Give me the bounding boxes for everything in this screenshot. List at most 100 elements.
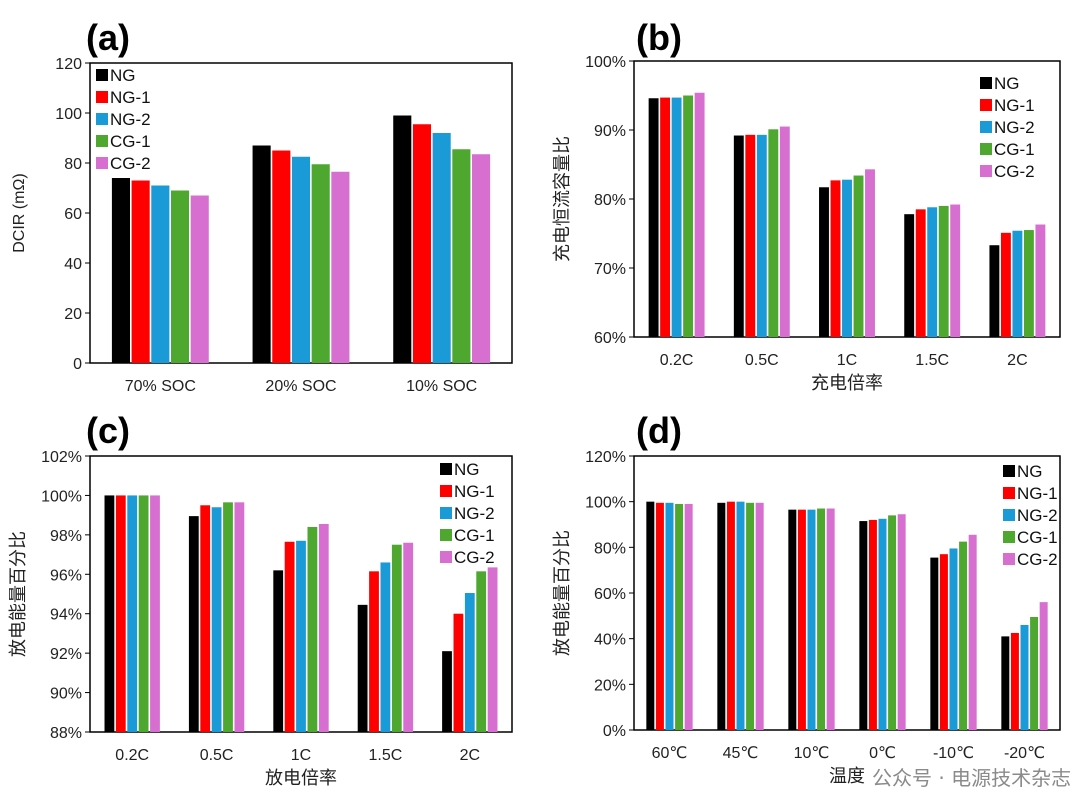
legend-swatch bbox=[96, 91, 108, 103]
panel-label: (a) bbox=[86, 17, 130, 58]
x-tick-label: 0.5C bbox=[745, 352, 779, 369]
bar-cg-2 bbox=[1039, 602, 1048, 730]
y-tick-label: 100% bbox=[585, 495, 626, 512]
bar-cg-2 bbox=[950, 204, 961, 337]
x-tick-label: 45℃ bbox=[723, 745, 759, 762]
legend-entry: CG-2 bbox=[454, 548, 495, 567]
x-tick-label: 20% SOC bbox=[265, 378, 336, 395]
bar-cg-1 bbox=[888, 515, 897, 730]
bar-ng bbox=[646, 501, 655, 730]
bar-ng-2 bbox=[1020, 624, 1029, 730]
legend-entry: NG-1 bbox=[1017, 484, 1058, 503]
x-tick-label: 60℃ bbox=[652, 745, 688, 762]
x-tick-label: 1.5C bbox=[369, 747, 403, 764]
bar-ng bbox=[859, 521, 868, 730]
bar-ng-2 bbox=[949, 548, 958, 730]
legend-swatch bbox=[440, 507, 452, 519]
legend-entry: CG-1 bbox=[1017, 528, 1058, 547]
x-axis-title: 充电倍率 bbox=[811, 373, 883, 393]
legend-entry: NG bbox=[110, 66, 136, 85]
bar-ng-2 bbox=[665, 502, 674, 730]
x-tick-label: -20℃ bbox=[1004, 745, 1045, 762]
bar-cg-2 bbox=[826, 508, 835, 730]
y-tick-label: 20% bbox=[594, 677, 626, 694]
legend-swatch bbox=[980, 143, 992, 155]
bar-ng bbox=[273, 570, 284, 732]
legend-swatch bbox=[96, 69, 108, 81]
bar-ng bbox=[788, 509, 797, 730]
bar-ng bbox=[1001, 636, 1010, 730]
y-tick-label: 60% bbox=[594, 330, 626, 347]
bar-cg-1 bbox=[391, 544, 402, 732]
y-axis-title: DCIR (mΩ) bbox=[11, 173, 28, 253]
y-axis-title: 放电能量百分比 bbox=[8, 531, 28, 657]
bar-ng-1 bbox=[660, 97, 671, 337]
bar-ng-2 bbox=[736, 501, 745, 730]
bar-cg-2 bbox=[150, 495, 160, 732]
bar-ng-1 bbox=[272, 150, 291, 363]
y-tick-label: 60% bbox=[594, 586, 626, 603]
bar-cg-2 bbox=[897, 514, 906, 730]
legend-entry: CG-1 bbox=[994, 140, 1035, 159]
bar-cg-2 bbox=[968, 534, 977, 730]
y-axis-title: 放电能量百分比 bbox=[552, 530, 572, 656]
bar-cg-2 bbox=[779, 126, 790, 337]
bar-ng-2 bbox=[432, 133, 451, 363]
legend-entry: NG bbox=[454, 460, 480, 479]
y-tick-label: 80% bbox=[594, 540, 626, 557]
bar-cg-2 bbox=[1035, 224, 1046, 337]
bar-cg-2 bbox=[190, 195, 209, 363]
y-tick-label: 100% bbox=[41, 488, 82, 505]
bar-ng-1 bbox=[284, 541, 295, 732]
legend-entry: NG-1 bbox=[110, 88, 151, 107]
bar-ng bbox=[733, 135, 744, 337]
x-tick-label: -10℃ bbox=[933, 745, 974, 762]
panel-a: (a) 0 20 40 60 80 100 120 DCIR (mΩ) 70% SOC 20% SO… bbox=[11, 17, 513, 395]
y-tick-label: 90% bbox=[50, 686, 82, 703]
bar-cg-2 bbox=[403, 542, 414, 732]
bar-cg-2 bbox=[234, 502, 245, 732]
bar-ng-2 bbox=[151, 185, 170, 363]
legend-entry: CG-1 bbox=[454, 526, 495, 545]
plot-frame bbox=[633, 455, 1061, 731]
y-tick-label: 80% bbox=[594, 192, 626, 209]
bar-ng-1 bbox=[745, 134, 756, 337]
legend-swatch bbox=[980, 77, 992, 89]
y-axis-title: 充电恒流容量比 bbox=[552, 136, 572, 262]
y-tick-label: 102% bbox=[41, 449, 82, 466]
bar-ng bbox=[989, 245, 1000, 337]
bar-ng-1 bbox=[726, 501, 735, 730]
legend-entry: CG-2 bbox=[1017, 550, 1058, 569]
x-tick-label: 1C bbox=[837, 352, 857, 369]
bar-cg-1 bbox=[1030, 616, 1039, 730]
bar-cg-1 bbox=[1023, 230, 1034, 337]
y-tick-label: 0% bbox=[603, 723, 626, 740]
legend-swatch bbox=[440, 551, 452, 563]
legend-entry: CG-1 bbox=[110, 132, 151, 151]
x-tick-label: 2C bbox=[460, 747, 480, 764]
bar-ng bbox=[357, 604, 368, 732]
legend-entry: NG-1 bbox=[454, 482, 495, 501]
bar-ng bbox=[819, 187, 829, 337]
panel-label: (b) bbox=[636, 17, 682, 58]
bar-ng bbox=[393, 115, 412, 363]
y-tick-label: 120 bbox=[55, 56, 82, 73]
legend-entry: NG bbox=[994, 74, 1020, 93]
x-axis-title: 温度 bbox=[829, 766, 865, 786]
bar-cg-1 bbox=[768, 129, 779, 337]
bar-cg-1 bbox=[817, 508, 826, 730]
bar-cg-1 bbox=[683, 95, 694, 337]
y-tick-label: 60 bbox=[64, 206, 82, 223]
y-tick-label: 70% bbox=[594, 261, 626, 278]
y-tick-label: 120% bbox=[585, 449, 626, 466]
bar-ng-1 bbox=[369, 571, 379, 732]
legend-swatch bbox=[96, 135, 108, 147]
y-tick-label: 20 bbox=[64, 306, 82, 323]
legend-entry: NG-1 bbox=[994, 96, 1035, 115]
bar-cg-1 bbox=[223, 502, 233, 732]
bar-cg-1 bbox=[938, 205, 949, 337]
bar-ng-1 bbox=[200, 505, 211, 732]
bar-cg-2 bbox=[684, 503, 693, 730]
bar-ng-2 bbox=[671, 97, 682, 337]
